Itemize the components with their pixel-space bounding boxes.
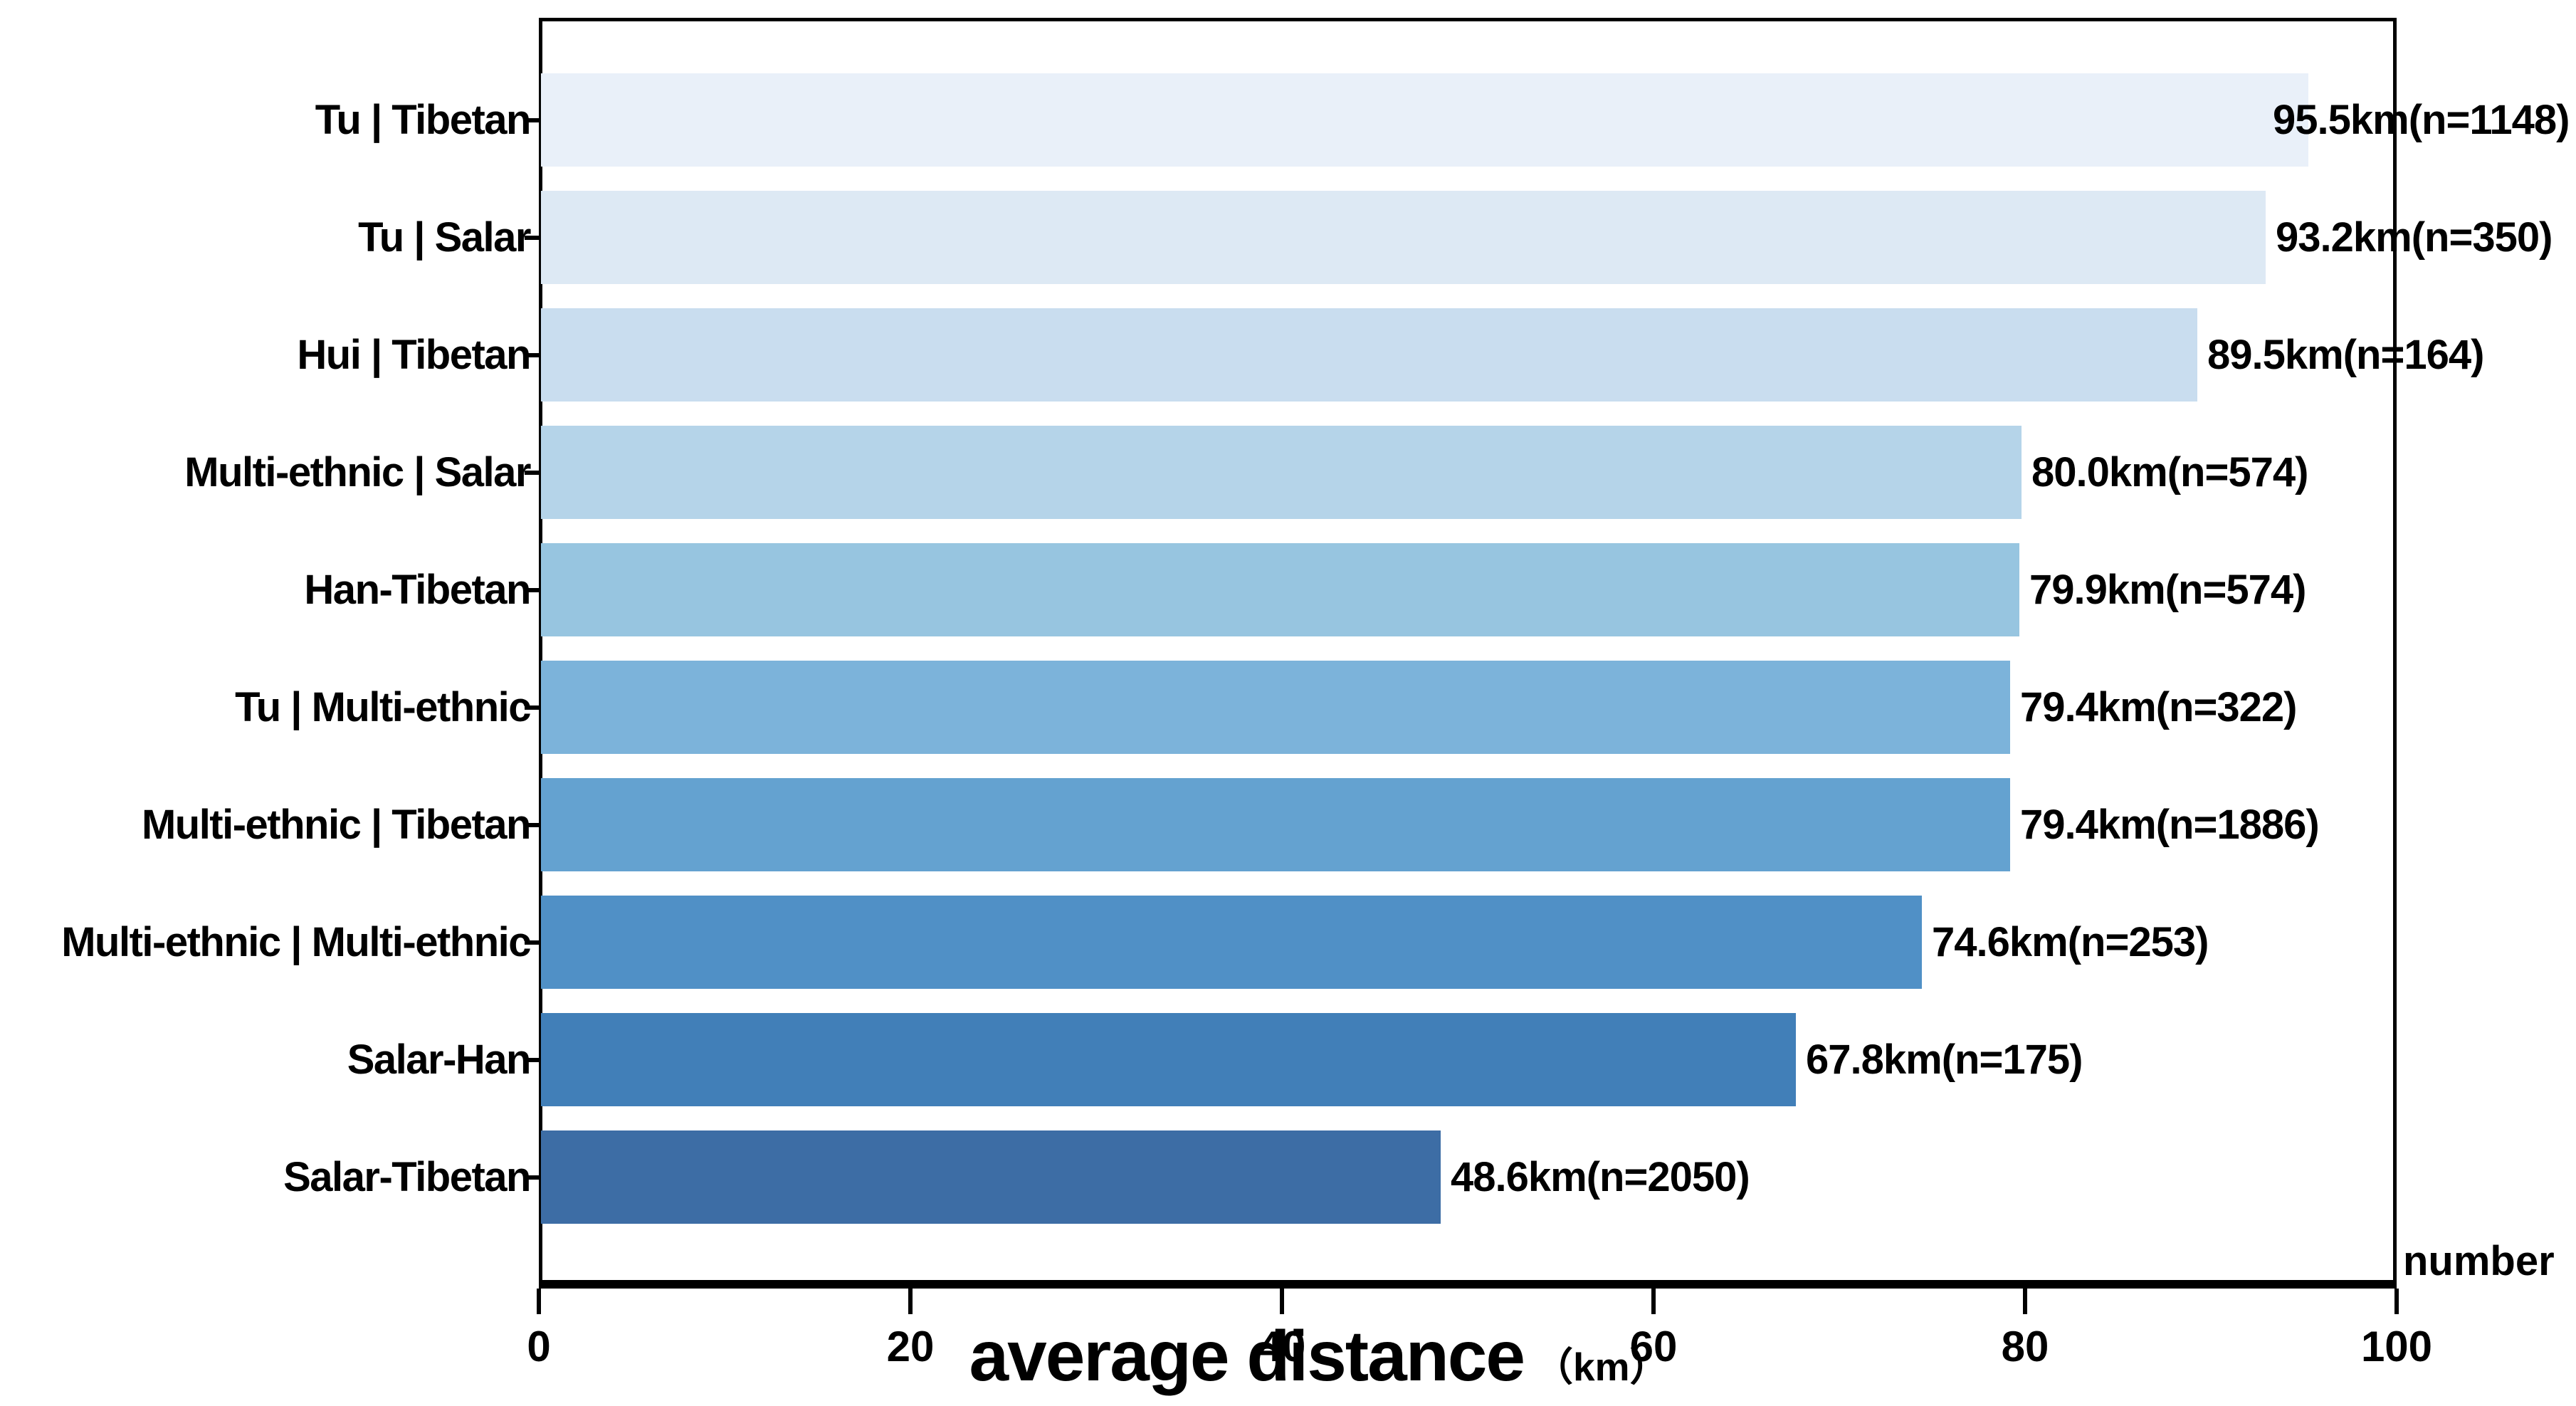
- category-label: Multi-ethnic | Salar: [184, 448, 531, 495]
- value-label: 79.4km(n=322): [2020, 683, 2297, 730]
- bar: [541, 896, 1922, 989]
- value-label: 79.9km(n=574): [2029, 566, 2306, 613]
- bar: [541, 778, 2010, 871]
- x-tick-mark: [537, 1289, 541, 1314]
- value-label: 93.2km(n=350): [2276, 214, 2553, 261]
- category-label: Tu | Multi-ethnic: [235, 683, 531, 730]
- bar: [541, 1130, 1441, 1224]
- category-label: Multi-ethnic | Tibetan: [141, 801, 532, 848]
- x-axis-title-text: average distance: [969, 1316, 1525, 1396]
- value-label: 80.0km(n=574): [2031, 448, 2308, 495]
- x-tick-mark: [908, 1289, 913, 1314]
- x-tick-mark: [2394, 1289, 2399, 1314]
- y-tick-mark: [525, 940, 540, 945]
- x-axis-title-unit: （km）: [1534, 1345, 1669, 1389]
- value-label: 67.8km(n=175): [1806, 1036, 2083, 1083]
- category-label: Multi-ethnic | Multi-ethnic: [61, 918, 531, 965]
- value-label: 89.5km(n=164): [2207, 331, 2484, 378]
- bar: [541, 308, 2197, 402]
- x-tick-label: 80: [2001, 1323, 2049, 1370]
- bar: [541, 543, 2019, 636]
- value-label: 95.5km(n=1148): [2273, 96, 2570, 143]
- number-label: number: [2403, 1238, 2555, 1284]
- category-label: Tu | Salar: [358, 214, 531, 261]
- y-tick-mark: [525, 822, 540, 827]
- y-tick-mark: [525, 1057, 540, 1062]
- value-label: 48.6km(n=2050): [1451, 1153, 1750, 1200]
- category-label: Han-Tibetan: [304, 566, 531, 613]
- bar: [541, 1013, 1796, 1106]
- value-label: 74.6km(n=253): [1932, 918, 2209, 965]
- x-tick-label: 20: [886, 1323, 935, 1370]
- bar: [541, 426, 2022, 519]
- y-tick-mark: [525, 235, 540, 240]
- category-label: Hui | Tibetan: [297, 331, 531, 378]
- y-tick-mark: [525, 587, 540, 592]
- x-tick-label: 60: [1629, 1323, 1678, 1370]
- category-label: Salar-Tibetan: [283, 1153, 531, 1200]
- y-tick-mark: [525, 470, 540, 475]
- category-label: Salar-Han: [347, 1036, 532, 1083]
- x-tick-mark: [1280, 1289, 1284, 1314]
- y-tick-mark: [525, 705, 540, 710]
- y-tick-mark: [525, 1175, 540, 1180]
- value-label: 79.4km(n=1886): [2020, 801, 2320, 848]
- category-label: Tu | Tibetan: [315, 96, 532, 143]
- bar: [541, 73, 2308, 167]
- x-tick-label: 100: [2360, 1323, 2433, 1370]
- x-tick-label: 40: [1258, 1323, 1306, 1370]
- y-tick-mark: [525, 117, 540, 122]
- bar: [541, 661, 2010, 754]
- bar: [541, 191, 2266, 284]
- x-tick-mark: [2023, 1289, 2027, 1314]
- x-axis-title: average distance （km）: [969, 1316, 1668, 1397]
- x-tick-label: 0: [527, 1323, 551, 1370]
- y-tick-mark: [525, 352, 540, 357]
- x-tick-mark: [1651, 1289, 1656, 1314]
